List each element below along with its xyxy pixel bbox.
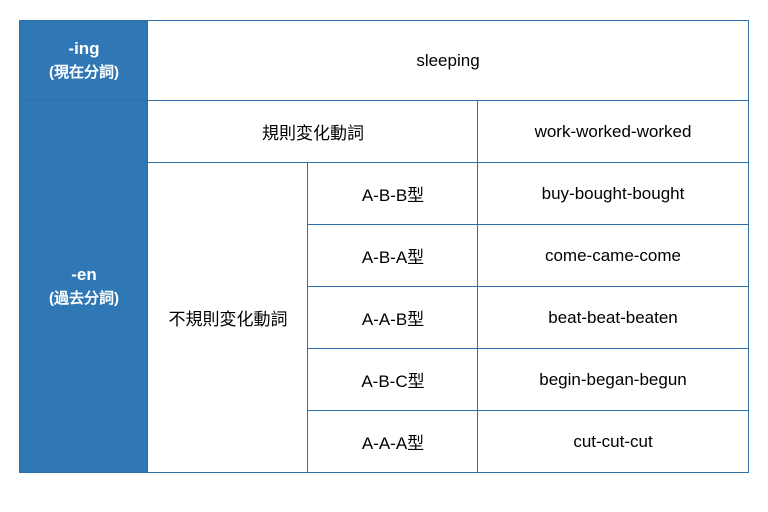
head-sub: (現在分詞) — [28, 61, 139, 82]
regular-example-cell: work-worked-worked — [478, 101, 748, 163]
pattern-type-cell: A-B-C型 — [308, 349, 478, 411]
pattern-example-cell: buy-bought-bought — [478, 163, 748, 225]
row-header-en: -en (過去分詞) — [20, 101, 148, 473]
participle-table: -ing (現在分詞) sleeping -en (過去分詞) 規則変化動詞 w… — [19, 20, 748, 473]
pattern-type-cell: A-A-B型 — [308, 287, 478, 349]
ing-example-cell: sleeping — [148, 21, 748, 101]
head-sub: (過去分詞) — [28, 287, 139, 308]
irregular-label-cell: 不規則変化動詞 — [148, 163, 308, 473]
regular-label-cell: 規則変化動詞 — [148, 101, 478, 163]
pattern-example-cell: beat-beat-beaten — [478, 287, 748, 349]
pattern-type-cell: A-A-A型 — [308, 411, 478, 473]
pattern-example-cell: come-came-come — [478, 225, 748, 287]
pattern-example-cell: begin-began-begun — [478, 349, 748, 411]
table-row: -en (過去分詞) 規則変化動詞 work-worked-worked — [20, 101, 748, 163]
pattern-type-cell: A-B-A型 — [308, 225, 478, 287]
pattern-example-cell: cut-cut-cut — [478, 411, 748, 473]
table-row: -ing (現在分詞) sleeping — [20, 21, 748, 101]
row-header-ing: -ing (現在分詞) — [20, 21, 148, 101]
head-main: -en — [71, 265, 97, 284]
head-main: -ing — [68, 39, 99, 58]
pattern-type-cell: A-B-B型 — [308, 163, 478, 225]
